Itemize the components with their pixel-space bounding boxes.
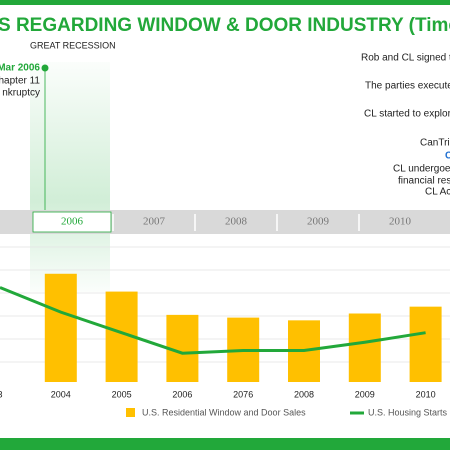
timeline-note: The parties execute [365, 81, 450, 92]
timeline-note: CL Ac [425, 187, 450, 198]
timeline-note: CanTri [420, 138, 450, 149]
x-tick-label: 3 [0, 389, 3, 399]
year-label: 2008 [225, 216, 248, 228]
x-tick-label: 2004 [51, 389, 71, 399]
top-band [0, 0, 450, 5]
bar [348, 313, 381, 382]
event-date: Mar 2006 [0, 63, 40, 74]
x-tick-label: 2009 [355, 389, 375, 399]
event-text: nkruptcy [2, 88, 40, 99]
x-tick-label: 2008 [294, 389, 314, 399]
x-tick-label: 2076 [233, 389, 253, 399]
event-text: hapter 11 [0, 76, 40, 87]
timeline-note: CL undergoe [393, 164, 450, 175]
x-tick-label: 2006 [172, 389, 192, 399]
timeline-note: C [445, 151, 450, 162]
year-highlight [32, 211, 112, 233]
x-tick-label: 2005 [112, 389, 132, 399]
line [0, 286, 426, 355]
recession-label: GREAT RECESSION [30, 40, 116, 50]
event-dot [41, 64, 49, 72]
bottom-band [0, 438, 450, 450]
timeline-note: Rob and CL signed t [361, 53, 450, 64]
timeline-note: financial res [398, 176, 450, 187]
year-label: 2009 [307, 216, 330, 228]
legend-swatch [126, 408, 135, 417]
year-label: 2010 [389, 216, 412, 228]
slide-title: S REGARDING WINDOW & DOOR INDUSTRY (Time… [0, 15, 450, 36]
bar [409, 306, 442, 382]
bar [44, 273, 77, 382]
recession-highlight [30, 62, 110, 292]
legend-label: U.S. Housing Starts [368, 407, 448, 417]
timeline-note: CL started to explor [364, 109, 450, 120]
year-label: 2006 [61, 216, 84, 228]
legend-label: U.S. Residential Window and Door Sales [142, 407, 306, 417]
x-tick-label: 2010 [416, 389, 436, 399]
year-label: 2007 [143, 216, 166, 228]
